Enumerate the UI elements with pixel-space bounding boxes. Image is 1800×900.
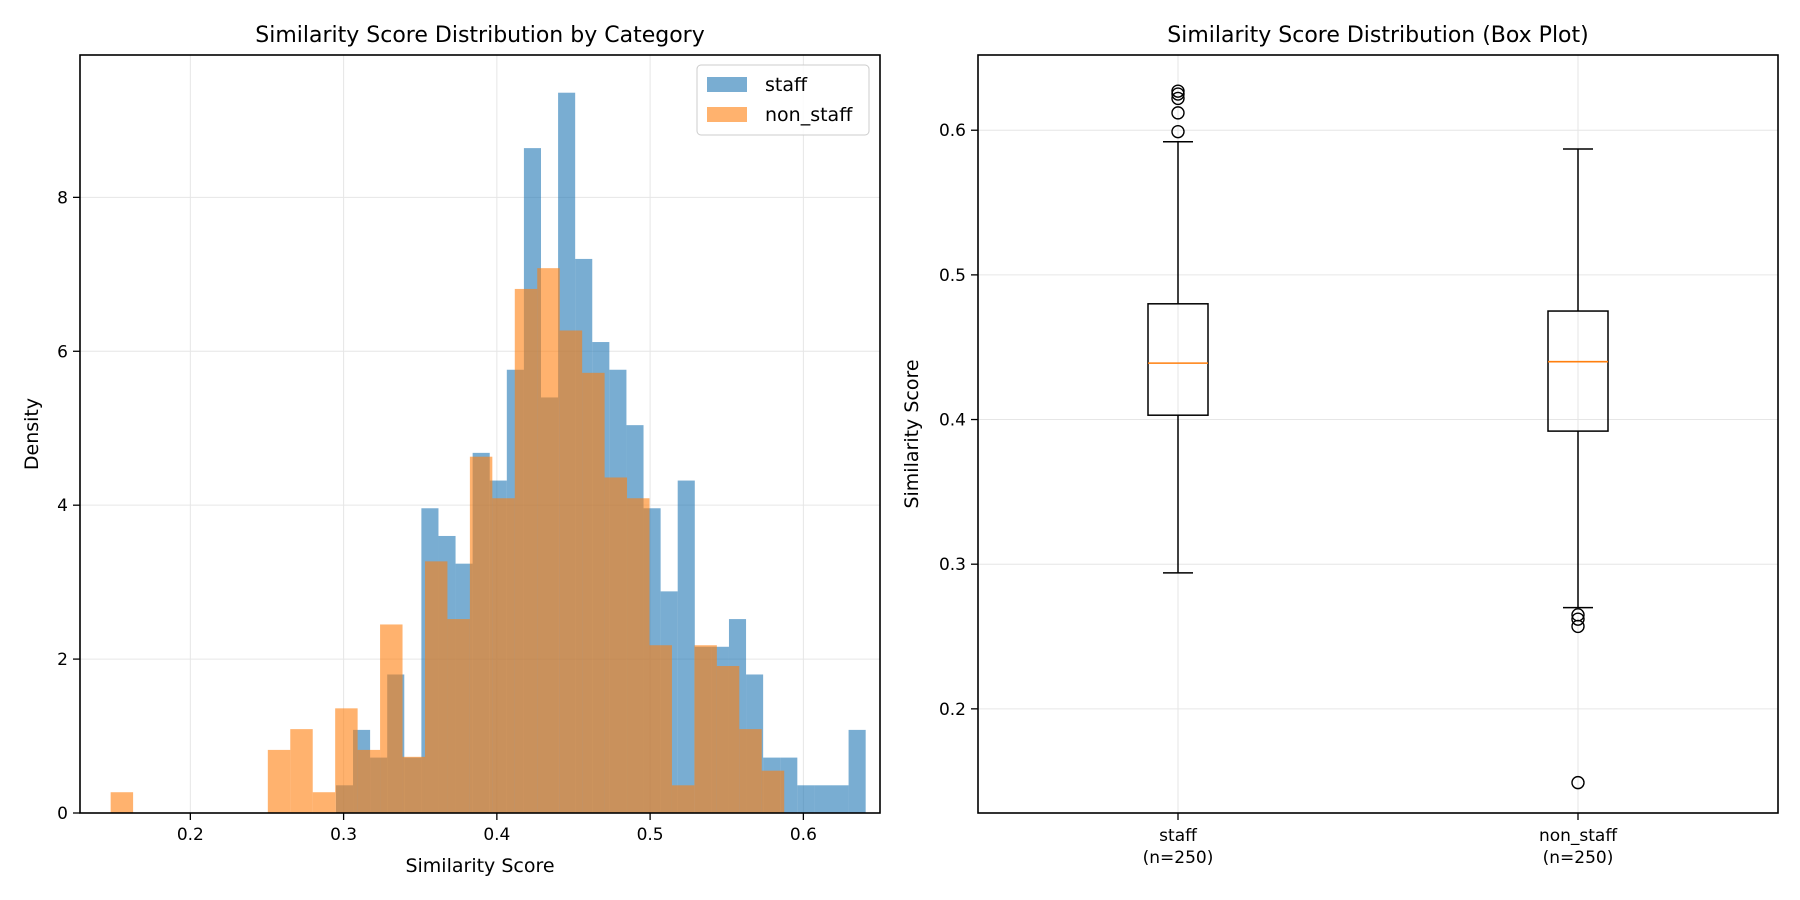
box-1	[1547, 148, 1609, 790]
boxplot-title: Similarity Score Distribution (Box Plot)	[1167, 23, 1588, 48]
histogram-y-tick-label: 2	[57, 650, 68, 670]
legend-swatch-non_staff	[707, 107, 747, 122]
histogram-x-tick-label: 0.6	[790, 825, 817, 845]
legend-label-staff: staff	[765, 74, 808, 96]
histogram-y-axis-label: Density	[21, 398, 43, 470]
boxplot-category-label: (n=250)	[1143, 848, 1214, 868]
boxplot-panel: 0.20.30.40.50.6staff(n=250)non_staff(n=2…	[901, 23, 1779, 868]
histogram-ticks: 0.2 0.3 0.4 0.5 0.6 0 2 4 6 8	[57, 188, 817, 845]
histogram-bars	[110, 92, 866, 813]
histogram-bar-non_staff	[492, 498, 515, 813]
boxplot-y-tick-label: 0.4	[939, 411, 966, 431]
histogram-bar-non_staff	[649, 645, 672, 813]
histogram-bar-non_staff	[357, 749, 381, 813]
histogram-axes-frame	[79, 54, 881, 814]
histogram-bar-non_staff	[380, 624, 403, 813]
boxplot-y-tick-label: 0.3	[939, 555, 966, 575]
box-0	[1147, 84, 1209, 574]
boxplot-y-tick-label: 0.2	[939, 700, 966, 720]
histogram-bar-non_staff	[739, 729, 762, 813]
outlier-point	[1571, 612, 1585, 626]
histogram-bar-staff	[831, 785, 849, 813]
box-iqr	[1147, 303, 1209, 416]
histogram-x-axis-label: Similarity Score	[405, 855, 554, 877]
histogram-bar-non_staff	[716, 666, 740, 813]
outlier-point	[1571, 775, 1585, 790]
boxplot-y-tick-label: 0.5	[939, 266, 966, 286]
box-iqr	[1547, 310, 1609, 432]
histogram-bar-non_staff	[671, 785, 695, 813]
boxplot-axes-frame	[977, 54, 1779, 814]
boxplot-ticks: 0.20.30.40.50.6staff(n=250)non_staff(n=2…	[939, 121, 1618, 868]
histogram-bar-non_staff	[312, 792, 336, 813]
histogram-bar-non_staff	[559, 330, 583, 813]
histogram-bar-staff	[677, 480, 695, 813]
histogram-bar-non_staff	[402, 756, 425, 813]
histogram-bar-staff	[797, 785, 815, 813]
histogram-x-tick-label: 0.4	[483, 825, 510, 845]
histogram-y-tick-label: 4	[57, 496, 68, 516]
boxplot-category-label: non_staff	[1539, 826, 1618, 846]
histogram-bar-non_staff	[447, 619, 470, 813]
legend-swatch-staff	[707, 77, 747, 92]
histogram-bar-non_staff	[582, 372, 605, 813]
boxplot-y-tick-label: 0.6	[939, 121, 966, 141]
boxplot-y-axis-label: Similarity Score	[901, 359, 923, 508]
histogram-bar-non_staff	[469, 456, 493, 813]
histogram-y-tick-label: 0	[57, 804, 68, 824]
histogram-x-tick-label: 0.3	[330, 825, 357, 845]
histogram-bar-non_staff	[514, 288, 538, 813]
histogram-bar-non_staff	[267, 749, 291, 813]
histogram-bar-non_staff	[761, 770, 785, 813]
histogram-bar-non_staff	[537, 268, 560, 813]
histogram-bar-non_staff	[694, 645, 717, 813]
boxplot-category-label: staff	[1159, 826, 1198, 846]
histogram-y-tick-label: 8	[57, 188, 68, 208]
boxplot-category-label: (n=250)	[1543, 848, 1614, 868]
histogram-title: Similarity Score Distribution by Categor…	[255, 23, 704, 48]
outlier-point	[1571, 608, 1585, 622]
legend-label-non_staff: non_staff	[765, 104, 853, 126]
histogram-x-tick-label: 0.5	[637, 825, 664, 845]
histogram-bar-non_staff	[110, 792, 134, 813]
histogram-bar-non_staff	[604, 477, 628, 813]
histogram-bar-staff	[780, 757, 798, 813]
histogram-bar-non_staff	[290, 729, 313, 813]
histogram-panel: 0.2 0.3 0.4 0.5 0.6 0 2 4 6 8 Similarity Score Di…	[21, 23, 881, 877]
histogram-bar-non_staff	[335, 708, 358, 813]
outlier-point	[1171, 84, 1185, 98]
boxplot-marks	[1147, 84, 1609, 790]
histogram-bar-staff	[814, 785, 832, 813]
histogram-y-tick-label: 6	[57, 342, 68, 362]
outlier-point	[1171, 106, 1185, 120]
histogram-bar-staff	[848, 729, 866, 813]
outlier-point	[1171, 124, 1185, 139]
histogram-bar-non_staff	[627, 498, 650, 813]
histogram-bar-non_staff	[424, 561, 448, 813]
histogram-x-tick-label: 0.2	[177, 825, 204, 845]
outlier-point	[1171, 91, 1185, 106]
histogram-legend: staff non_staff	[696, 64, 870, 136]
